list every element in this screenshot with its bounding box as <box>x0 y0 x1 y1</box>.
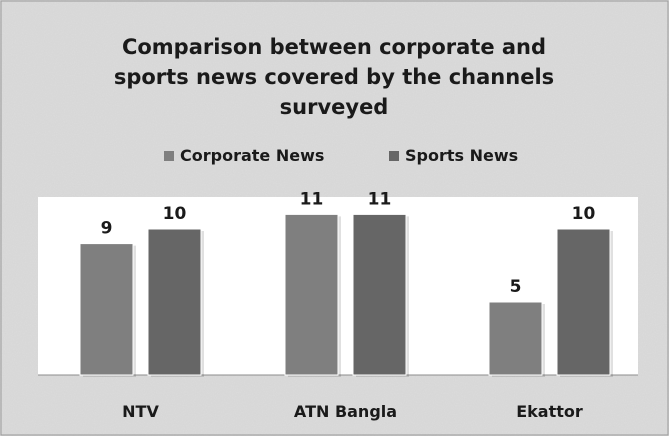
bar <box>79 243 134 376</box>
x-tick-label: Ekattor <box>516 402 583 421</box>
data-label: 5 <box>510 277 522 297</box>
chart-title-line: surveyed <box>280 95 389 119</box>
bar <box>147 228 202 376</box>
x-tick-label: NTV <box>122 402 159 421</box>
x-tick-label: ATN Bangla <box>294 402 397 421</box>
data-label: 10 <box>572 204 596 224</box>
legend-swatch <box>164 151 174 161</box>
legend-label: Sports News <box>405 146 518 165</box>
chart-title-line: Comparison between corporate and <box>122 35 546 59</box>
legend-swatch <box>389 151 399 161</box>
data-label: 10 <box>163 204 187 224</box>
data-label: 11 <box>368 189 392 209</box>
data-label: 11 <box>300 189 324 209</box>
bar <box>352 213 407 376</box>
bar <box>556 228 611 376</box>
x-axis-tick-labels: NTV ATN Bangla Ekattor <box>122 402 583 421</box>
legend-label: Corporate News <box>180 146 324 165</box>
data-label: 9 <box>101 219 113 239</box>
data-labels: 9 10 11 11 5 10 <box>101 189 596 297</box>
bar <box>284 213 339 376</box>
chart-title: Comparison between corporate and sports n… <box>114 35 554 119</box>
bars <box>79 213 613 377</box>
bar <box>488 301 543 376</box>
legend: Corporate News Sports News <box>164 146 518 165</box>
chart-title-line: sports news covered by the channels <box>114 65 554 89</box>
